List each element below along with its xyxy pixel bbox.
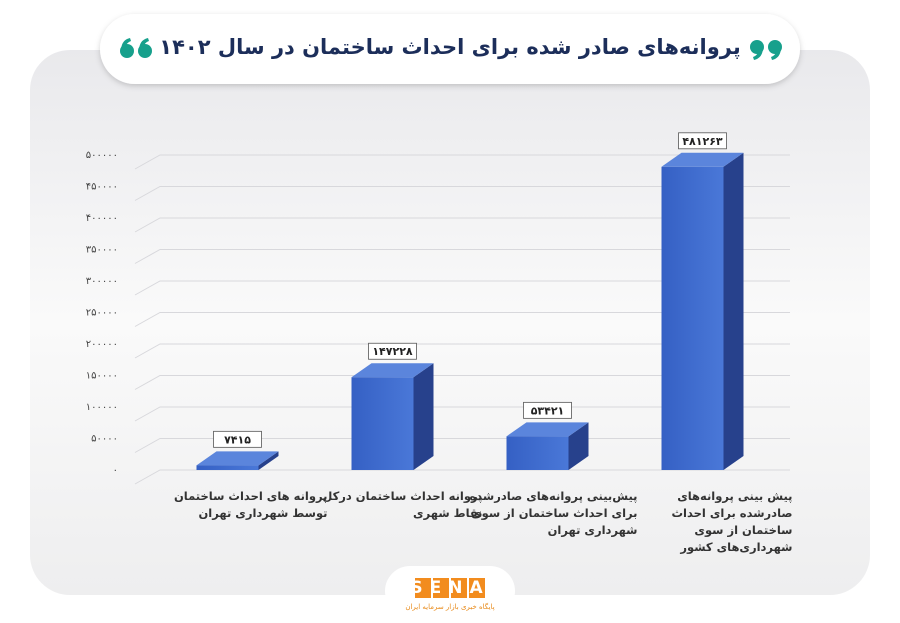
- title-pill: [100, 14, 800, 84]
- y-tick-label: ۳۰۰۰۰۰: [86, 276, 118, 287]
- value-label-box: [523, 401, 572, 419]
- y-tick-label: ۵۰۰۰۰: [91, 434, 118, 445]
- bar-side: [568, 422, 589, 470]
- y-tick-label: ۵۰۰۰۰۰: [86, 150, 118, 161]
- x-tick-label: پروانه های احداث ساختمان توسط شهرداری ته…: [173, 489, 328, 520]
- logo-box: [415, 578, 431, 598]
- logo-box: [451, 578, 467, 598]
- grid-line: [134, 375, 790, 390]
- bar-top: [196, 451, 279, 466]
- x-tick-label: پیش بینی پروانه‌های صادرشده برای احداث س…: [671, 489, 793, 554]
- bar-top: [506, 422, 589, 437]
- value-label: ۱۴۷۲۲۸: [372, 345, 413, 358]
- grid-line: [134, 406, 790, 422]
- logo-box: [469, 578, 485, 598]
- logo: SENA: [410, 578, 489, 598]
- value-label: ۷۴۱۵: [224, 433, 251, 446]
- bar: [196, 465, 259, 470]
- grid-line: [134, 154, 790, 170]
- x-tick-label: پروانه احداث ساختمان درکل نقاط شهری: [322, 489, 483, 520]
- y-tick-label: ۰: [113, 465, 118, 476]
- y-tick-label: ۱۰۰۰۰۰: [86, 402, 118, 413]
- bar-top: [661, 152, 744, 167]
- grid-line: [134, 186, 790, 201]
- value-label-box: [213, 430, 262, 448]
- value-label: ۴۸۱۲۶۳: [682, 135, 723, 148]
- chart-title: پروانه‌های صادر شده برای احداث ساختمان د…: [159, 35, 740, 59]
- grid-line: [134, 280, 790, 296]
- logo-text: SENA: [410, 578, 489, 598]
- logo-box: [433, 578, 449, 598]
- grid-line: [134, 312, 790, 327]
- quote-left: [120, 38, 152, 58]
- grid-line: [134, 343, 790, 359]
- value-label-box: [678, 132, 727, 150]
- bar-top: [351, 363, 434, 378]
- grid-line: [134, 217, 790, 233]
- quote-right: [750, 40, 782, 60]
- y-tick-label: ۴۰۰۰۰۰: [86, 213, 118, 224]
- x-tick-label: پیش‌بینی پروانه‌های صادرشده برای احداث س…: [469, 489, 638, 537]
- y-tick-label: ۱۵۰۰۰۰: [86, 371, 118, 382]
- logo-subtitle: پایگاه خبری بازار سرمایه ایران: [405, 602, 494, 611]
- grid-line: [134, 249, 790, 264]
- value-label: ۵۳۴۲۱: [531, 404, 565, 417]
- bar: [661, 166, 724, 470]
- y-tick-label: ۲۰۰۰۰۰: [86, 339, 118, 350]
- y-tick-label: ۳۵۰۰۰۰: [86, 245, 118, 256]
- bar-side: [258, 451, 279, 470]
- bar-side: [723, 152, 744, 470]
- y-tick-label: ۴۵۰۰۰۰: [86, 182, 118, 193]
- value-label-box: [368, 342, 417, 360]
- bar: [351, 377, 414, 470]
- bar: [506, 436, 569, 470]
- grid-line: [134, 469, 790, 485]
- bar-side: [413, 363, 434, 470]
- y-tick-label: ۲۵۰۰۰۰: [86, 308, 118, 319]
